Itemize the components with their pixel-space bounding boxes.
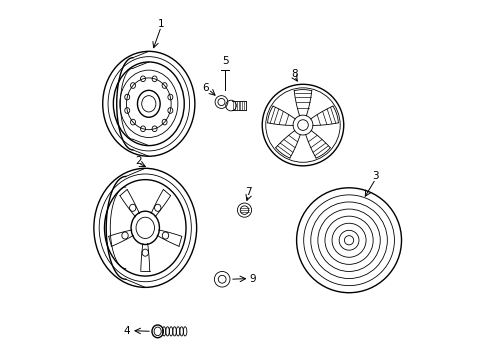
Text: 5: 5 — [221, 56, 228, 66]
Text: 3: 3 — [371, 171, 378, 181]
Text: 4: 4 — [123, 326, 130, 336]
Text: 8: 8 — [290, 69, 297, 79]
Text: 6: 6 — [202, 83, 208, 93]
Text: 9: 9 — [249, 274, 256, 284]
Text: 2: 2 — [135, 156, 141, 166]
Text: 1: 1 — [158, 19, 164, 29]
Text: 7: 7 — [244, 188, 251, 197]
